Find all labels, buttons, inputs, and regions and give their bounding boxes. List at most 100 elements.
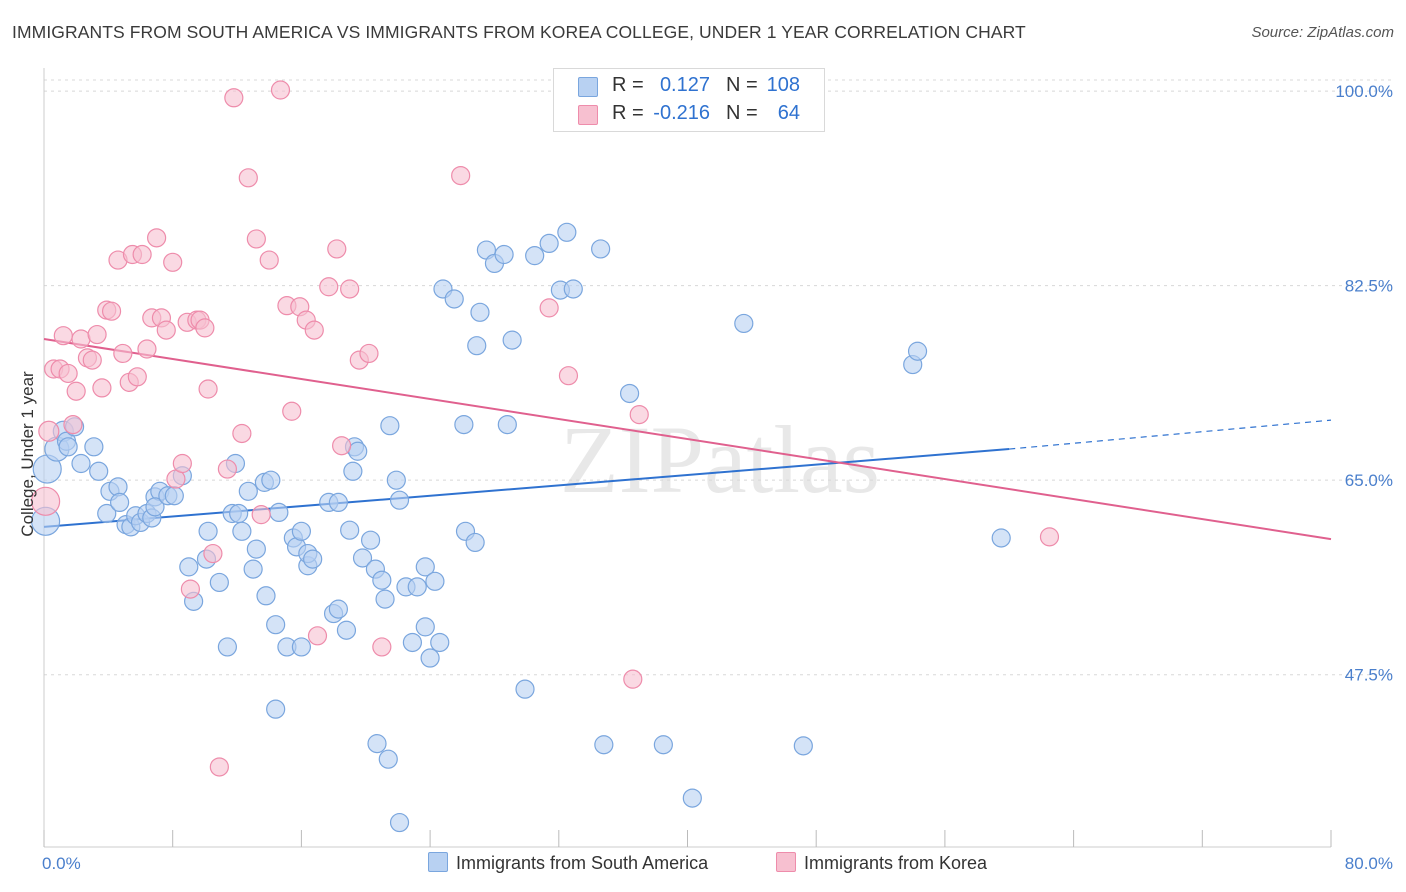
data-point-blue — [467, 336, 487, 356]
data-point-blue — [557, 222, 577, 242]
y-tick-label: 100.0% — [1335, 82, 1393, 101]
data-point-blue — [217, 637, 237, 657]
data-point-blue — [375, 589, 395, 609]
data-point-pink — [71, 329, 91, 349]
data-point-blue — [991, 528, 1011, 548]
data-point-blue — [58, 437, 78, 457]
data-point-blue — [402, 632, 423, 653]
data-point-blue — [653, 735, 673, 755]
data-point-blue — [303, 549, 323, 569]
data-point-pink — [195, 318, 215, 338]
data-point-blue — [682, 788, 702, 808]
source-label: Source: ZipAtlas.com — [1251, 24, 1394, 41]
correlation-legend: R = 0.127 N = 108 R = -0.216 N = 64 — [553, 68, 825, 132]
x-tick-label: 0.0% — [42, 854, 81, 873]
trend-line-pink — [43, 338, 1332, 541]
data-point-pink — [163, 252, 183, 272]
data-point-blue — [198, 521, 218, 541]
data-point-blue — [619, 383, 640, 404]
data-point-blue — [328, 599, 349, 619]
points-layer — [31, 77, 1060, 833]
data-point-blue — [415, 557, 435, 577]
data-point-blue — [425, 571, 445, 591]
data-point-blue — [430, 632, 450, 653]
data-point-blue — [591, 239, 611, 259]
data-point-pink — [87, 324, 107, 345]
data-point-pink — [82, 350, 102, 370]
data-point-blue — [246, 539, 266, 559]
data-point-blue — [360, 530, 381, 550]
bottom-legend-swatch-blue — [428, 852, 448, 872]
data-point-blue — [110, 492, 130, 513]
data-point-pink — [282, 401, 302, 421]
data-point-blue — [386, 470, 406, 490]
legend-r-value: 0.127 — [659, 74, 710, 96]
data-point-pink — [623, 669, 643, 689]
data-point-blue — [179, 557, 199, 577]
x-tick-label: 80.0% — [1345, 854, 1393, 873]
data-point-pink — [92, 378, 112, 398]
data-point-blue — [89, 461, 109, 481]
data-point-pink — [246, 229, 266, 249]
y-axis-label: College, Under 1 year — [18, 371, 37, 537]
data-point-blue — [734, 313, 754, 334]
data-point-blue — [269, 502, 289, 523]
axis-layer: 100.0% 82.5% 65.0% 47.5% 0.0% 80.0% — [42, 68, 1393, 873]
data-point-blue — [407, 577, 427, 597]
data-point-blue — [594, 735, 614, 755]
data-point-pink — [238, 168, 258, 188]
data-point-blue — [238, 481, 258, 501]
legend-swatch-blue — [578, 77, 598, 97]
data-point-blue — [352, 548, 373, 568]
data-point-pink — [101, 301, 122, 321]
data-point-pink — [198, 379, 218, 399]
data-point-blue — [389, 490, 410, 510]
data-point-pink — [147, 228, 167, 248]
data-point-blue — [539, 233, 559, 254]
data-point-blue — [336, 620, 357, 640]
data-point-pink — [38, 420, 60, 442]
watermark: ZIPatlas — [560, 406, 880, 513]
data-point-blue — [494, 244, 514, 265]
data-point-blue — [907, 341, 928, 361]
y-tick-label: 65.0% — [1345, 471, 1393, 490]
data-point-blue — [343, 461, 363, 481]
chart-title: IMMIGRANTS FROM SOUTH AMERICA VS IMMIGRA… — [12, 22, 1026, 42]
data-point-pink — [172, 453, 192, 474]
data-point-pink — [340, 279, 360, 299]
bottom-legend-label: Immigrants from South America — [456, 853, 709, 873]
legend-r-label: R = — [612, 74, 644, 96]
data-point-blue — [389, 812, 410, 833]
data-point-pink — [217, 459, 237, 479]
data-point-pink — [156, 320, 176, 340]
legend-n-value: 108 — [766, 74, 800, 96]
data-point-blue — [209, 572, 229, 593]
data-point-blue — [291, 637, 311, 657]
bottom-legend-south-america: Immigrants from South America — [428, 852, 708, 874]
data-point-blue — [164, 486, 184, 506]
data-point-pink — [251, 505, 271, 525]
legend-n-label: N = — [726, 74, 758, 96]
data-point-pink — [259, 250, 279, 270]
data-point-pink — [304, 320, 324, 340]
legend-r-value: -0.216 — [653, 102, 710, 124]
data-point-blue — [328, 492, 349, 513]
data-point-blue — [340, 520, 360, 540]
bottom-legend-label: Immigrants from Korea — [804, 853, 988, 873]
legend-n-value: 64 — [777, 102, 800, 124]
data-point-pink — [53, 326, 73, 346]
data-point-pink — [224, 88, 244, 108]
data-point-pink — [31, 486, 61, 516]
data-point-blue — [367, 734, 387, 754]
data-point-pink — [359, 343, 379, 364]
data-point-pink — [209, 757, 229, 777]
data-point-blue — [145, 497, 165, 517]
bottom-legend-korea: Immigrants from Korea — [776, 852, 987, 874]
data-point-blue — [378, 749, 398, 769]
data-point-pink — [539, 298, 559, 318]
data-point-pink — [451, 165, 471, 186]
data-point-blue — [243, 559, 263, 579]
legend-r-label: R = — [612, 102, 644, 124]
data-point-blue — [420, 648, 440, 668]
trend-line-blue — [43, 448, 1010, 528]
